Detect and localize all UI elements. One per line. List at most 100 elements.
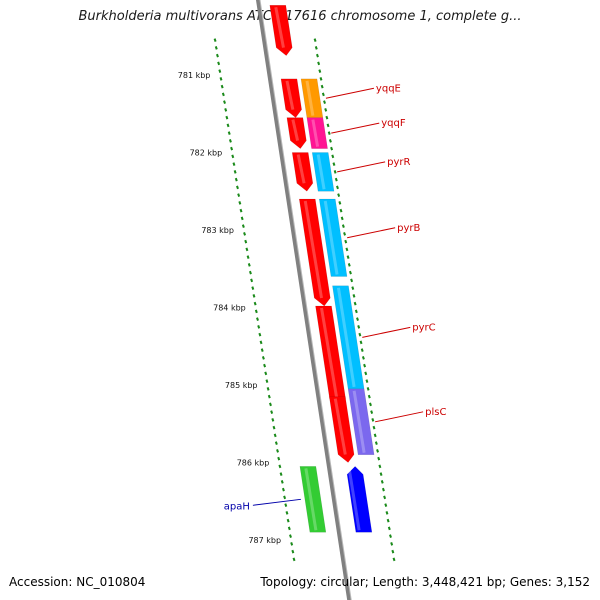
minor-tick [285,511,289,515]
minor-tick [314,46,318,50]
gene-label[interactable]: apaH [224,501,250,512]
minor-tick [373,433,377,438]
gene-label[interactable]: pyrR [387,157,410,168]
minor-tick [287,526,291,531]
minor-tick [251,286,255,290]
minor-tick [371,418,375,422]
minor-tick [221,92,225,97]
tick-label: 783 kbp [201,226,234,235]
gene-sheen [323,200,339,275]
minor-tick [220,84,224,89]
minor-tick [218,69,222,73]
minor-tick [351,286,355,290]
minor-tick [277,456,281,461]
minor-tick [366,387,370,391]
minor-tick [256,317,259,321]
gene-feature[interactable] [311,152,335,192]
minor-tick [386,518,390,523]
gene-feature[interactable] [286,117,307,149]
minor-tick [234,177,238,182]
minor-tick [231,154,235,159]
gene-label[interactable]: plsC [425,407,446,418]
minor-tick [258,332,262,337]
minor-tick [364,371,368,376]
minor-tick [292,557,296,562]
minor-tick [334,177,338,182]
minor-tick [253,301,257,306]
minor-tick [348,270,352,275]
minor-tick [358,332,362,337]
topology-text: Topology: circular; Length: 3,448,421 bp… [260,575,590,589]
minor-tick [319,77,323,81]
gene-sheen [303,200,323,299]
gene-label-leader [252,498,301,506]
gene-label[interactable]: pyrC [412,322,435,333]
gene-feature[interactable] [328,396,355,463]
minor-tick [238,201,242,205]
minor-tick [321,92,325,97]
tick-label: 785 kbp [225,381,258,390]
gene-sheen [291,119,300,141]
minor-tick [284,503,288,507]
minor-tick [385,511,389,515]
minor-tick [247,263,251,267]
minor-tick [243,232,246,236]
minor-tick [374,441,378,445]
minor-tick [281,487,285,492]
ticks-layer: 781 kbp 782 kbp 783 kbp 784 kbp 785 kbp 786 k… [178,38,396,562]
gene-feature[interactable] [298,198,331,307]
minor-tick [344,239,348,244]
minor-tick [291,549,295,554]
gene-feature[interactable] [318,198,348,277]
gene-feature[interactable] [280,78,302,118]
minor-tick [225,115,229,120]
accession-text: Accession: NC_010804 [9,575,146,589]
gene-feature[interactable] [299,466,327,533]
backbone-highlight [259,0,352,600]
gene-feature[interactable] [306,117,328,149]
gene-sheen [336,287,356,388]
minor-tick [217,61,221,66]
gene-feature[interactable] [347,388,375,455]
minor-tick [326,123,330,128]
map-title: Burkholderia multivorans ATCC 17616 chro… [78,9,522,24]
gene-sheen [285,80,295,110]
minor-tick [317,61,321,66]
genes-layer [269,5,375,533]
minor-tick [269,402,272,407]
minor-tick [239,208,243,213]
gene-label[interactable]: yqqF [381,118,406,129]
gene-sheen [316,154,326,190]
minor-tick [313,38,317,42]
gene-label[interactable]: yqqE [376,83,401,94]
minor-tick [226,123,230,128]
minor-tick [367,394,371,399]
minor-tick [357,325,361,329]
minor-tick [387,526,391,531]
minor-tick [380,480,384,484]
gene-label-leader [347,227,396,239]
minor-tick [230,146,234,151]
gene-label[interactable]: pyrB [397,223,420,234]
gene-sheen [320,307,339,399]
minor-tick [331,154,335,159]
minor-tick [359,340,363,345]
gene-feature[interactable] [291,152,314,192]
tick-label: 784 kbp [213,304,246,313]
gene-feature[interactable] [346,466,373,533]
tick-label: 786 kbp [237,459,270,468]
minor-tick [219,77,223,81]
minor-tick [279,472,283,476]
minor-tick [270,410,274,414]
minor-tick [280,480,284,484]
minor-tick [286,518,290,523]
minor-tick [273,433,277,438]
minor-tick [274,441,278,445]
minor-tick [390,542,394,546]
tick-label: 781 kbp [178,71,211,80]
gene-feature[interactable] [269,5,293,56]
minor-tick [363,363,367,368]
gene-sheen [296,154,306,184]
minor-tick [332,162,336,166]
minor-tick [233,170,237,174]
